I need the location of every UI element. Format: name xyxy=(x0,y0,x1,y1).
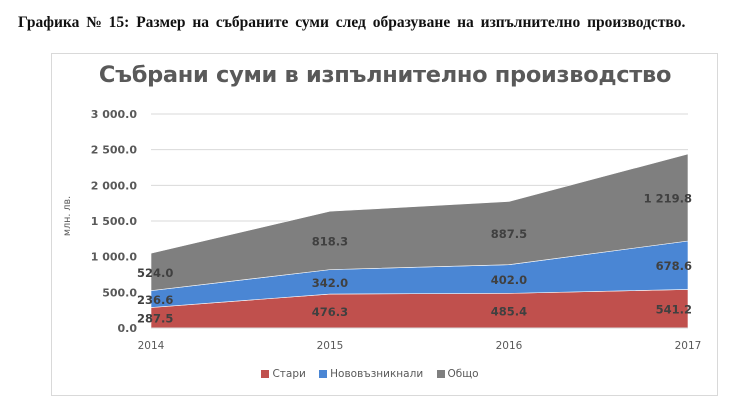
data-label: 402.0 xyxy=(491,273,527,287)
area-series-2 xyxy=(150,153,689,291)
legend-label-old: Стари xyxy=(272,368,306,380)
data-label: 236.6 xyxy=(137,293,173,307)
y-tick-label: 1 000.0 xyxy=(91,251,138,264)
chart-legend: Стари Нововъзникнали Общо xyxy=(0,368,740,381)
data-label: 541.2 xyxy=(656,303,692,317)
y-tick-label: 0.0 xyxy=(118,322,138,335)
data-label: 476.3 xyxy=(312,305,348,319)
legend-label-total: Общо xyxy=(447,368,479,380)
data-label: 287.5 xyxy=(137,312,173,326)
chart-title: Събрани суми в изпълнително производство xyxy=(98,62,672,88)
data-label: 524.0 xyxy=(137,266,173,280)
legend-swatch-new xyxy=(319,370,328,378)
x-tick-label: 2017 xyxy=(675,340,702,352)
x-tick-label: 2015 xyxy=(317,340,344,352)
y-tick-label: 2 000.0 xyxy=(91,179,138,192)
y-tick-label: 1 500.0 xyxy=(91,215,138,228)
y-tick-label: 500.0 xyxy=(102,286,137,299)
x-tick-label: 2014 xyxy=(138,340,165,352)
figure-caption: Графика № 15: Размер на събраните суми с… xyxy=(18,14,686,31)
data-label: 678.6 xyxy=(656,259,692,273)
y-tick-label: 2 500.0 xyxy=(91,144,138,157)
x-tick-label: 2016 xyxy=(496,340,523,352)
data-label: 1 219.8 xyxy=(644,191,692,205)
legend-swatch-total xyxy=(436,370,445,378)
data-label: 342.0 xyxy=(312,276,348,290)
legend-item-new: Нововъзникнали xyxy=(319,368,423,380)
legend-swatch-old xyxy=(261,370,270,378)
y-axis-label: млн. лв. xyxy=(62,196,73,236)
legend-label-new: Нововъзникнали xyxy=(330,368,424,380)
legend-item-old: Стари xyxy=(261,368,306,380)
y-tick-label: 3 000.0 xyxy=(91,108,138,121)
legend-item-total: Общо xyxy=(436,368,479,380)
data-label: 818.3 xyxy=(312,234,348,248)
data-label: 485.4 xyxy=(491,305,527,319)
data-label: 887.5 xyxy=(491,227,527,241)
